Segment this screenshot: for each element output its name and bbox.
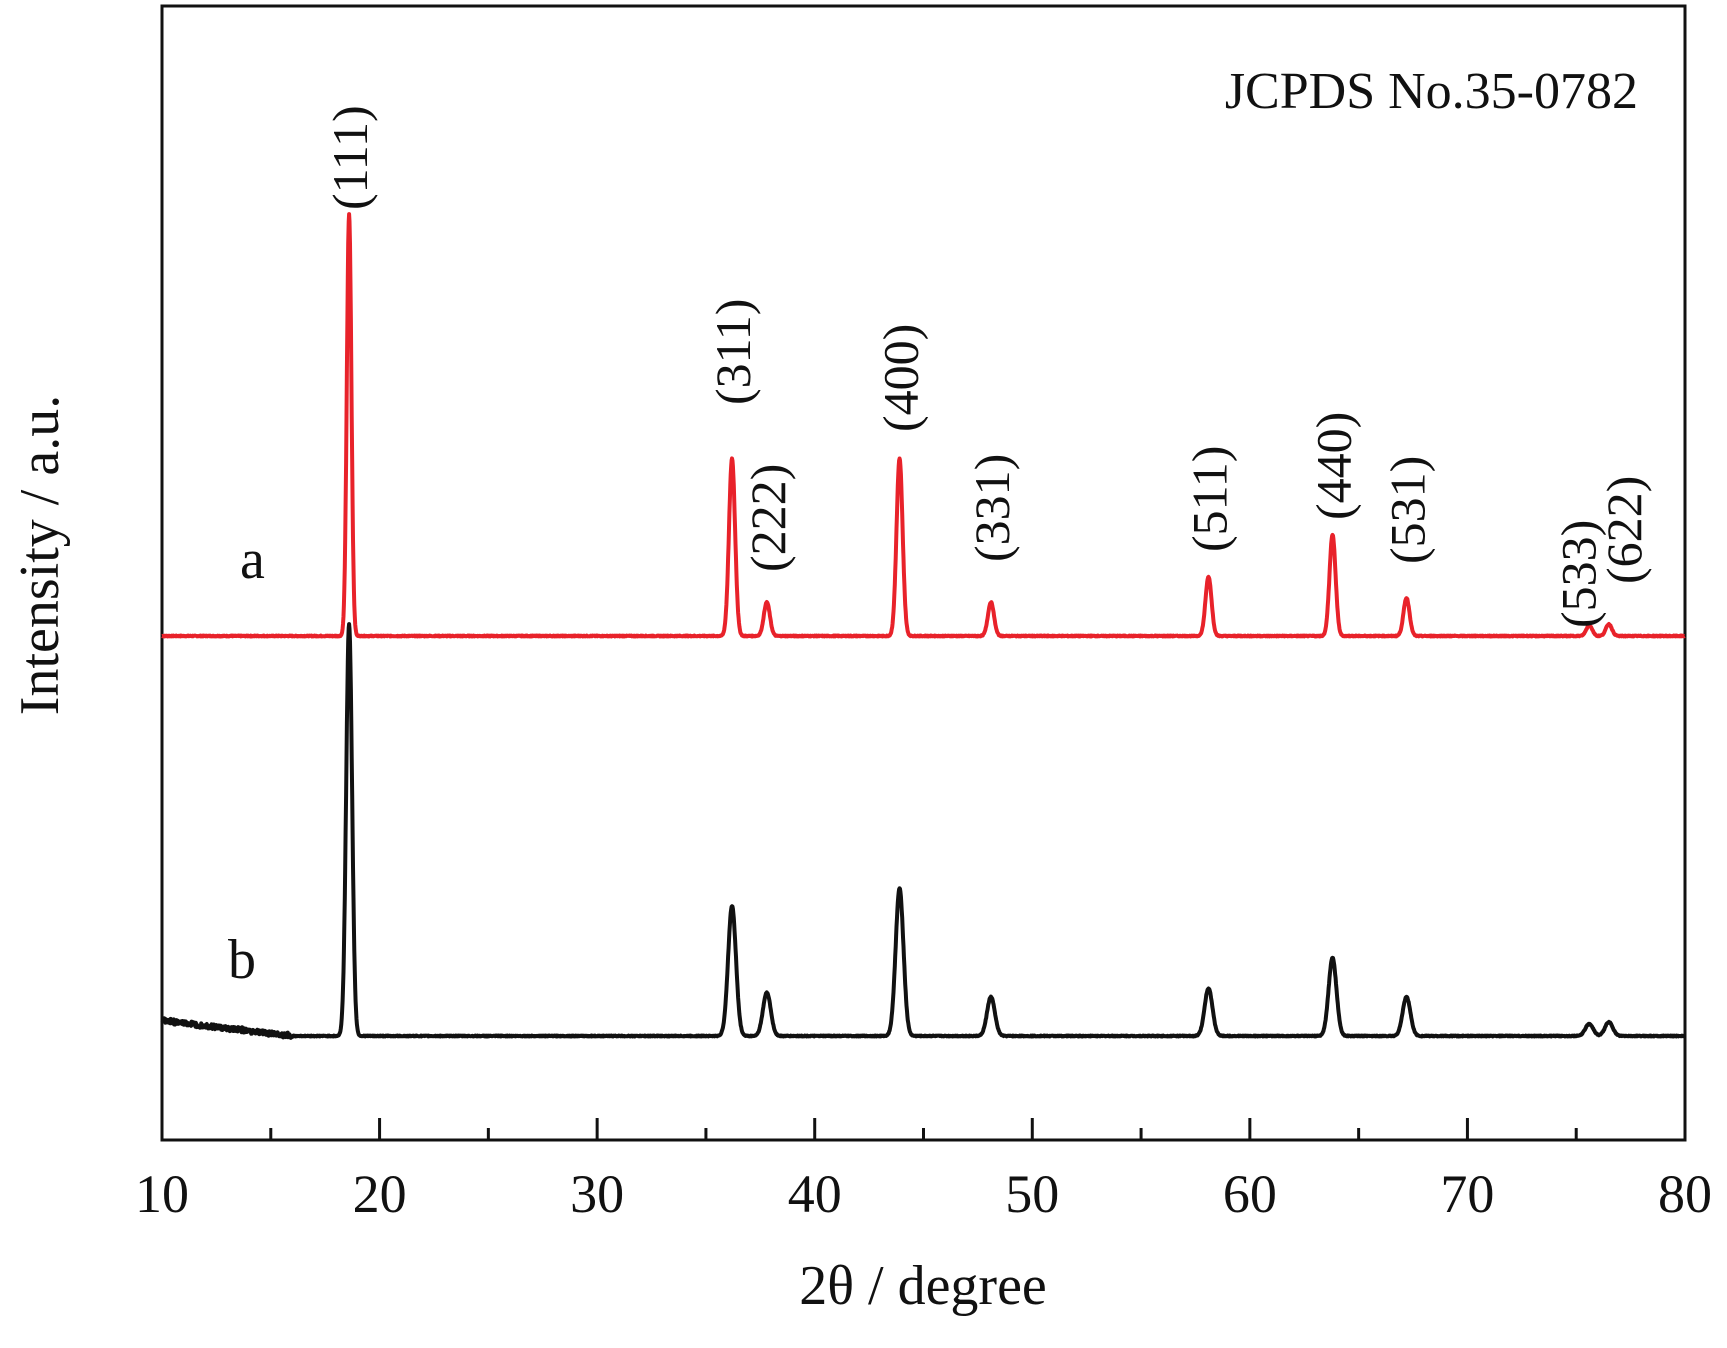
- x-axis-ticks: [160, 1118, 1687, 1140]
- peak-label: (222): [740, 464, 796, 572]
- x-tick-label: 80: [1658, 1164, 1712, 1224]
- reference-annotation: JCPDS No.35-0782: [1225, 63, 1638, 120]
- peak-label: (511): [1182, 446, 1238, 552]
- x-tick-label: 60: [1223, 1164, 1277, 1224]
- x-tick-label: 70: [1440, 1164, 1494, 1224]
- x-axis-tick-labels: 10 20 30 40 50 60 70 80: [135, 1164, 1712, 1224]
- series-b-label: b: [228, 929, 256, 991]
- x-tick-label: 50: [1005, 1164, 1059, 1224]
- peak-label: (111): [322, 105, 378, 210]
- peak-label: (331): [964, 454, 1020, 562]
- peak-label: (440): [1306, 412, 1362, 520]
- peak-labels: (111) (311) (222) (400) (331) (511) (440) (531)…: [322, 105, 1652, 628]
- peak-label: (533): [1550, 520, 1606, 628]
- series-a-line: [160, 212, 1687, 639]
- x-axis-title: 2θ / degree: [799, 1255, 1047, 1317]
- peak-label: (311): [705, 299, 761, 405]
- y-axis-title: Intensity / a.u.: [9, 395, 71, 715]
- x-tick-label: 30: [570, 1164, 624, 1224]
- series-a-label: a: [240, 529, 265, 591]
- x-tick-label: 20: [353, 1164, 407, 1224]
- series-b-line: [160, 622, 1687, 1040]
- x-tick-label: 10: [135, 1164, 189, 1224]
- plot-frame: [160, 4, 1687, 1142]
- peak-label: (531): [1380, 456, 1436, 564]
- x-tick-label: 40: [788, 1164, 842, 1224]
- peak-label: (400): [873, 324, 929, 432]
- peak-label: (622): [1596, 476, 1652, 584]
